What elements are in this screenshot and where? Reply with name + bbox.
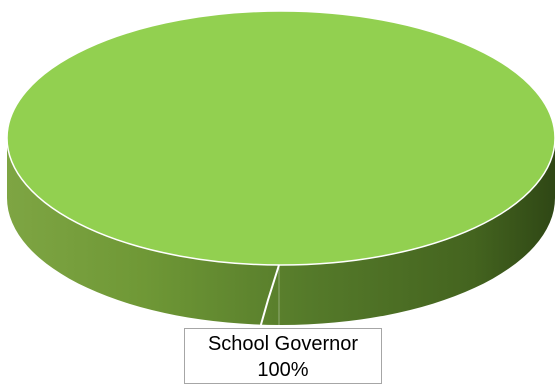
pie-slice-side-school-governor bbox=[7, 138, 555, 325]
leader-line bbox=[259, 264, 280, 329]
slice-percent-label: 100% bbox=[257, 359, 309, 381]
slice-category-label: School Governor bbox=[207, 333, 359, 355]
pie-slice-school-governor bbox=[6, 10, 556, 266]
pie-slice-group bbox=[6, 10, 556, 329]
data-label-school-governor: School Governor 100% bbox=[184, 328, 382, 384]
